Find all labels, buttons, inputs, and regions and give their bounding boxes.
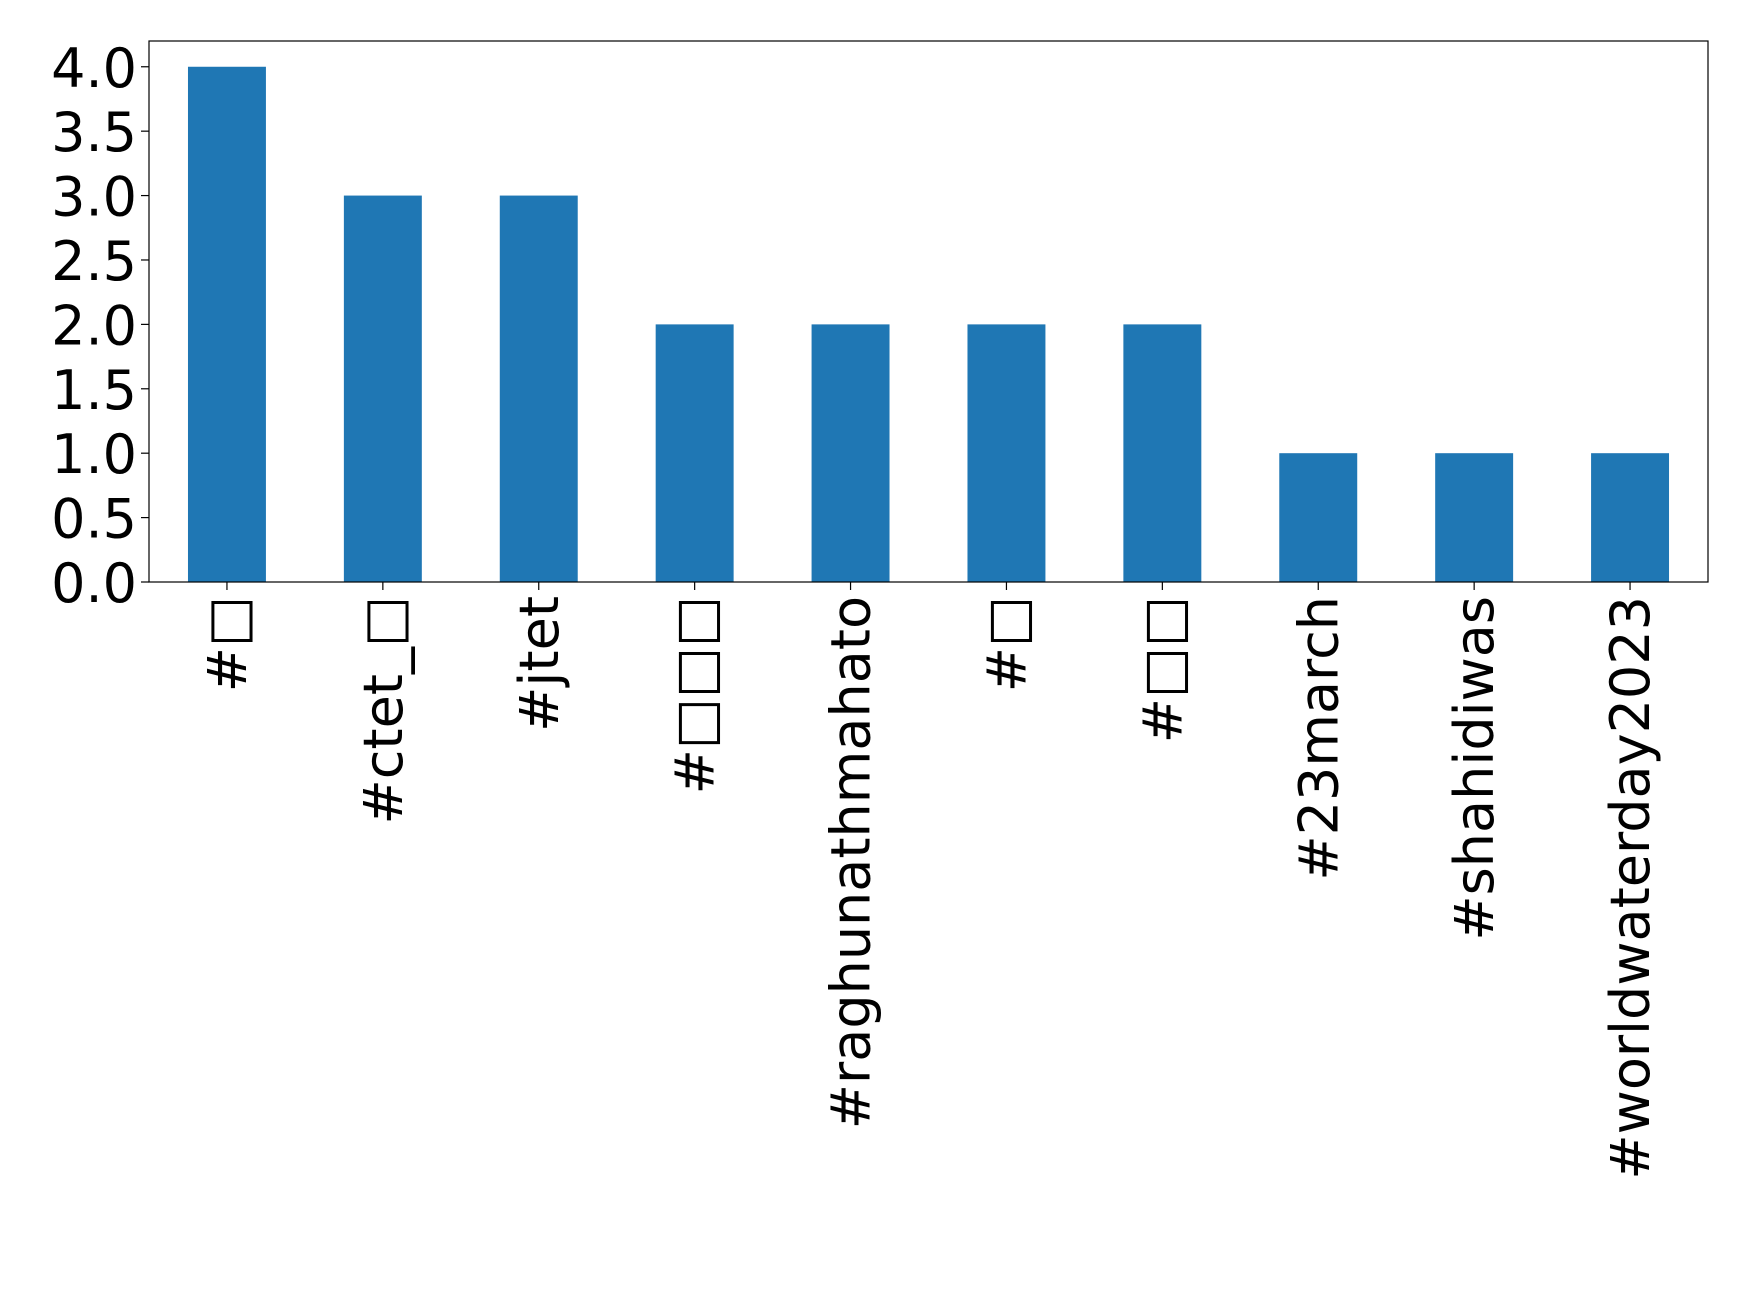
y-tick-label: 2.0 [51,294,137,357]
bar [655,324,734,582]
y-tick-label: 0.0 [51,552,137,615]
y-tick-label: 0.5 [51,488,137,551]
bar [811,324,890,582]
x-tick-label: #worldwaterday2023 [1599,596,1662,1180]
bar [967,324,1046,582]
y-tick-label: 2.5 [51,230,137,293]
x-tick-label: #□□ [1131,596,1194,743]
bar [187,66,266,582]
y-tick-label: 1.0 [51,423,137,486]
x-tick-label: #□□□ [664,596,727,794]
x-tick-label: #23march [1287,596,1350,881]
y-tick-label: 1.5 [51,359,137,422]
y-tick-label: 3.0 [51,166,137,229]
bar [1591,453,1670,582]
plot-frame [148,40,1709,583]
x-tick-label: #jtet [508,596,571,732]
bar [1435,453,1514,582]
bar [499,195,578,583]
x-tick-label: #□ [975,596,1038,692]
bar [1279,453,1358,582]
x-tick-label: #□ [196,596,259,692]
x-tick-label: #shahidiwas [1443,596,1506,941]
bar [343,195,422,583]
x-tick-label: #ctet_□ [352,596,415,825]
y-tick-label: 3.5 [51,101,137,164]
bar [1123,324,1202,582]
x-tick-label: #raghunathmahato [820,596,883,1129]
y-tick-label: 4.0 [51,37,137,100]
